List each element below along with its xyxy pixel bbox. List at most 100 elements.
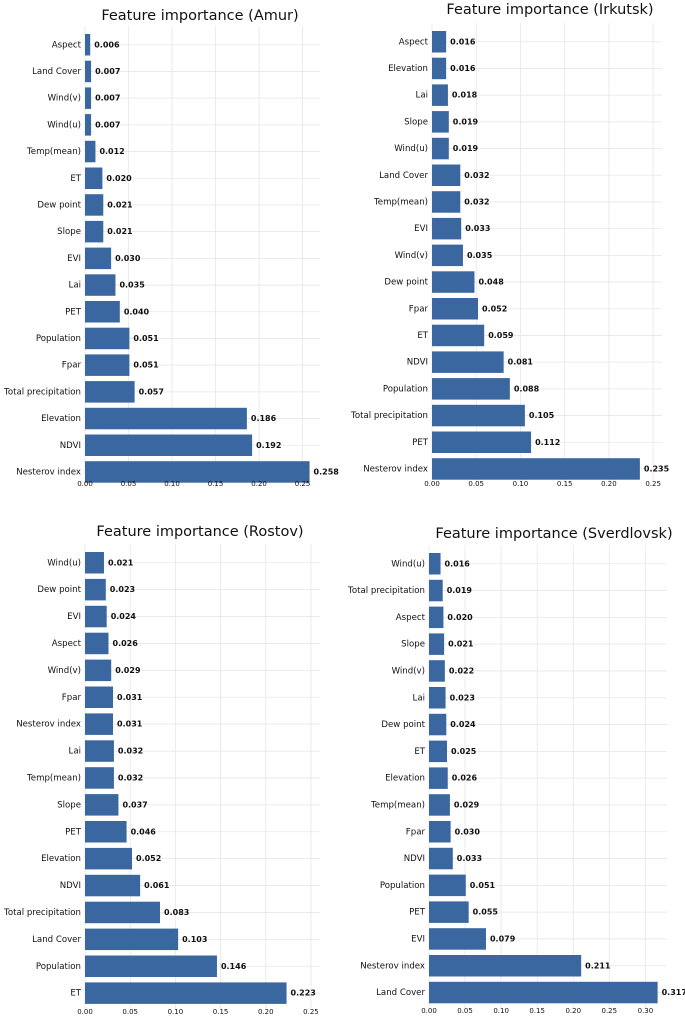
category-label: Wind(u) [391, 559, 425, 569]
chart-panel-rostov: Feature importance (Rostov) Wind(u) 0.021 D… [0, 514, 342, 1028]
bar-aspect [85, 632, 109, 655]
bar-fpar [432, 298, 478, 320]
category-label: Fpar [62, 361, 82, 371]
chart-rostov-svg: Feature importance (Rostov) Wind(u) 0.021 D… [3, 524, 320, 1016]
bar-elevation [429, 767, 448, 789]
bar-population [429, 874, 466, 897]
category-label: ET [70, 989, 81, 999]
bar-nesterov-index [85, 713, 114, 735]
bar-evi [432, 217, 462, 240]
value-label: 0.186 [251, 414, 277, 423]
category-label: Temp(mean) [26, 147, 81, 157]
value-label: 0.021 [107, 227, 133, 236]
bar-evi [85, 247, 112, 270]
category-label: Nesterov index [363, 464, 428, 474]
category-label: Slope [57, 227, 81, 237]
category-label: Land Cover [32, 67, 81, 77]
x-tick-label: 0.05 [468, 480, 484, 488]
value-label: 0.211 [585, 961, 611, 970]
value-label: 0.037 [122, 800, 147, 809]
value-label: 0.018 [452, 91, 478, 100]
value-label: 0.146 [221, 962, 247, 971]
bar-land-cover [85, 60, 92, 83]
category-label: Aspect [52, 40, 82, 50]
bar-wind-u [85, 552, 104, 574]
bar-wind-v [432, 244, 463, 267]
x-tick-label: 0.00 [77, 480, 93, 488]
x-tick-label: 0.15 [529, 1007, 545, 1015]
value-label: 0.040 [124, 307, 150, 316]
value-label: 0.051 [470, 881, 496, 890]
category-label: Lai [69, 747, 81, 757]
x-tick-label: 0.15 [213, 1008, 229, 1016]
x-tick-label: 0.00 [77, 1008, 93, 1016]
category-label: ET [70, 174, 81, 184]
bar-ndvi [85, 874, 141, 897]
category-label: Wind(u) [47, 120, 81, 130]
category-label: Total precipitation [3, 908, 81, 918]
bar-temp-mean [429, 794, 450, 816]
value-label: 0.016 [445, 559, 471, 568]
x-tick-label: 0.20 [251, 480, 267, 488]
value-label: 0.051 [133, 334, 159, 343]
bar-nesterov-index [429, 955, 582, 977]
value-label: 0.007 [95, 67, 120, 76]
bar-temp-mean [85, 140, 96, 163]
value-label: 0.105 [529, 411, 555, 420]
category-label: Land Cover [376, 988, 425, 998]
value-label: 0.032 [118, 773, 143, 782]
bar-pet [85, 821, 127, 843]
bar-temp-mean [432, 191, 461, 213]
category-label: Nesterov index [16, 467, 81, 477]
value-label: 0.057 [139, 387, 164, 396]
x-tick-label: 0.05 [122, 1008, 138, 1016]
bar-aspect [429, 606, 444, 629]
value-label: 0.083 [164, 908, 189, 917]
category-label: Dew point [37, 200, 81, 210]
category-label: Total precipitation [3, 387, 81, 397]
category-label: Slope [404, 117, 428, 127]
category-label: PET [412, 438, 429, 448]
category-label: Wind(v) [395, 251, 428, 261]
bar-evi [85, 605, 107, 628]
category-label: ET [414, 747, 425, 757]
bar-wind-u [429, 553, 441, 575]
chart-title: Feature importance (Amur) [101, 8, 298, 24]
x-tick-label: 0.10 [164, 480, 180, 488]
category-label: PET [65, 307, 82, 317]
category-label: Lai [413, 693, 425, 703]
category-label: Land Cover [379, 171, 428, 181]
chart-title: Feature importance (Rostov) [96, 524, 303, 540]
value-label: 0.016 [450, 64, 476, 73]
value-label: 0.051 [133, 361, 159, 370]
category-label: ET [417, 331, 428, 341]
x-tick-label: 0.00 [424, 480, 440, 488]
value-label: 0.021 [107, 200, 133, 209]
value-label: 0.032 [464, 197, 489, 206]
bar-lai [85, 740, 114, 762]
bar-lai [432, 84, 448, 106]
category-label: Population [36, 962, 81, 972]
value-label: 0.079 [490, 934, 516, 943]
x-tick-label: 0.10 [168, 1008, 184, 1016]
category-label: Aspect [52, 639, 82, 649]
category-label: NDVI [407, 358, 428, 368]
value-label: 0.033 [457, 854, 482, 863]
bar-et [432, 324, 485, 347]
category-label: Total precipitation [347, 586, 425, 596]
category-label: Elevation [41, 854, 81, 864]
bar-land-cover [85, 928, 179, 951]
value-label: 0.088 [514, 384, 540, 393]
category-label: Temp(mean) [370, 800, 425, 810]
value-label: 0.030 [455, 827, 481, 836]
bar-land-cover [432, 164, 461, 186]
bar-elevation [432, 57, 447, 80]
bar-pet [432, 431, 532, 453]
bar-aspect [85, 34, 91, 56]
value-label: 0.223 [291, 989, 316, 998]
bar-pet [85, 301, 120, 323]
bar-fpar [85, 354, 130, 376]
value-label: 0.081 [508, 358, 534, 367]
value-label: 0.026 [113, 639, 139, 648]
chart-panel-sverdlovsk: Feature importance (Sverdlovsk) Wind(u) 0.… [342, 514, 685, 1028]
